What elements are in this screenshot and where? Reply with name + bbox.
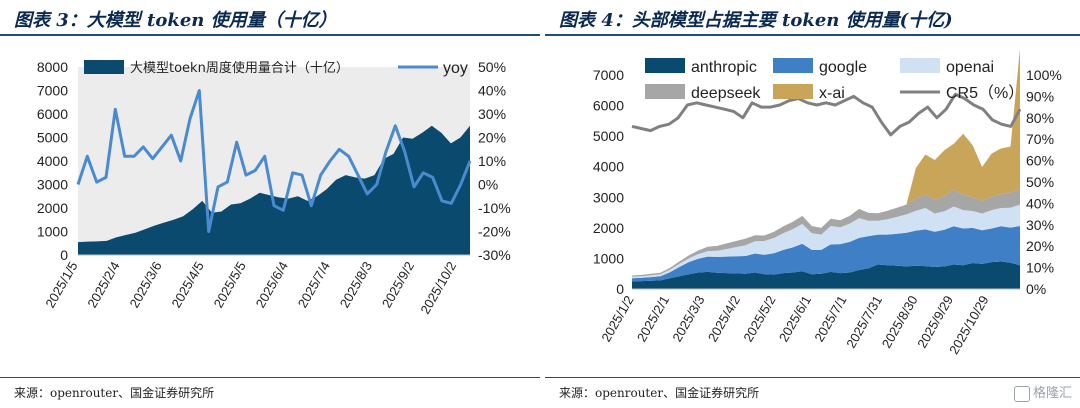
y-tick-label: 1000 xyxy=(593,250,624,266)
y2-tick-label: 100% xyxy=(1026,67,1062,83)
legend-swatch-anthropic xyxy=(645,58,685,73)
figure-4-source-rule xyxy=(545,377,1080,378)
x-tick-label: 2025/6/1 xyxy=(776,293,814,344)
area-series-google xyxy=(632,226,1020,282)
y-tick-label: 0 xyxy=(60,247,68,263)
x-tick-label: 2025/6/4 xyxy=(253,259,291,310)
x-tick-label: 2025/9/2 xyxy=(379,259,417,310)
yoy-line-series xyxy=(76,89,472,233)
y-tick-label: 6000 xyxy=(593,98,624,114)
area-series-openai xyxy=(632,204,1020,279)
y-tick-label: 4000 xyxy=(37,153,68,169)
y-tick-label: 5000 xyxy=(593,128,624,144)
y2-tick-label: 40% xyxy=(478,83,506,99)
y-tick-label: 5000 xyxy=(37,130,68,146)
legend-label-deepseek: deepseek xyxy=(691,85,761,102)
x-tick-label: 2025/4/2 xyxy=(705,293,743,344)
legend-label-openai: openai xyxy=(946,59,994,76)
y-tick-label: 1000 xyxy=(37,224,68,240)
legend-label-google: google xyxy=(819,59,867,76)
watermark-text: 格隆汇 xyxy=(1032,386,1072,401)
y-tick-label: 3000 xyxy=(37,177,68,193)
y2-tick-label: 50% xyxy=(478,59,506,75)
figure-3-source: 来源：openrouter、国金证券研究所 xyxy=(14,386,215,400)
token-usage-chart: 0 1000 2000 3000 4000 5000 6000 7000 8000 -30% -20… xyxy=(37,59,511,317)
x-tick-label: 2025/8/3 xyxy=(337,259,375,310)
figure-3-title-rule xyxy=(0,34,540,36)
usage-area-series xyxy=(78,125,470,255)
area-series-anthropic xyxy=(632,261,1020,289)
y2-tick-label: 70% xyxy=(1026,131,1054,147)
legend-swatch-x-ai xyxy=(773,84,813,99)
legend-label-anthropic: anthropic xyxy=(691,59,757,76)
y2-tick-label: -30% xyxy=(478,247,511,263)
watermark-logo-icon xyxy=(1013,385,1030,402)
cr5-line-series xyxy=(631,92,1022,137)
figure-3-title: 图表 3：大模型 token 使用量（十亿） xyxy=(14,10,337,31)
x-tick-label: 2025/10/2 xyxy=(417,259,459,317)
x-tick-label: 2025/7/1 xyxy=(811,293,849,344)
y2-tick-label: 50% xyxy=(1026,174,1054,190)
y-tick-label: 2000 xyxy=(593,220,624,236)
y-tick-label: 8000 xyxy=(37,59,68,75)
x-tick-label: 2025/1/2 xyxy=(598,293,636,344)
legend-yoy-label: yoy xyxy=(443,60,468,77)
y-tick-label: 3000 xyxy=(593,189,624,205)
y2-tick-label: 0% xyxy=(478,177,498,193)
y2-tick-label: -20% xyxy=(478,224,511,240)
x-tick-label: 2025/5/5 xyxy=(211,259,249,310)
x-tick-label: 2025/2/1 xyxy=(634,293,672,344)
legend-label-x-ai: x-ai xyxy=(819,85,845,102)
y2-tick-label: 20% xyxy=(478,130,506,146)
y2-tick-label: 30% xyxy=(478,106,506,122)
watermark: 格隆汇 xyxy=(1013,382,1072,402)
x-tick-label: 2025/3/6 xyxy=(126,259,164,310)
y-tick-label: 2000 xyxy=(37,200,68,216)
y2-tick-label: 10% xyxy=(1026,260,1054,276)
y2-tick-label: 20% xyxy=(1026,238,1054,254)
y2-tick-label: 30% xyxy=(1026,217,1054,233)
y-tick-label: 0 xyxy=(616,281,624,297)
legend-swatch-deepseek xyxy=(645,84,685,99)
x-tick-label: 2025/1/5 xyxy=(42,259,80,310)
y2-tick-label: -10% xyxy=(478,200,511,216)
area-series-x-ai xyxy=(632,48,1020,276)
figure-3-panel: 图表 3：大模型 token 使用量（十亿） 0 1000 2000 3000 4000… xyxy=(0,10,540,400)
y-tick-label: 4000 xyxy=(593,159,624,175)
legend-area-label: 大模型toekn周度使用量合计（十亿） xyxy=(130,60,349,76)
model-share-chart: 0 1000 2000 3000 4000 5000 6000 7000 0% 10% 20% 30%… xyxy=(593,48,1062,357)
figure-4-title-rule xyxy=(545,34,1080,36)
x-tick-label: 2025/2/4 xyxy=(84,259,122,310)
y2-tick-label: 40% xyxy=(1026,195,1054,211)
x-tick-label: 2025/4/5 xyxy=(169,259,207,310)
figure-4-title: 图表 4：头部模型占据主要 token 使用量(十亿) xyxy=(559,10,953,31)
y-tick-label: 6000 xyxy=(37,106,68,122)
y2-tick-label: 80% xyxy=(1026,110,1054,126)
y2-tick-label: 90% xyxy=(1026,88,1054,104)
x-tick-label: 2025/5/2 xyxy=(740,293,778,344)
legend-swatch-google xyxy=(773,58,813,73)
figure-3-source-rule xyxy=(0,377,540,378)
y-tick-label: 7000 xyxy=(37,83,68,99)
figure-4-panel: 图表 4：头部模型占据主要 token 使用量(十亿) 0 1000 2000 300… xyxy=(545,0,1080,408)
area-series-deepseek xyxy=(632,189,1020,277)
y2-tick-label: 10% xyxy=(478,153,506,169)
y-tick-label: 7000 xyxy=(593,67,624,83)
y2-tick-label: 0% xyxy=(1026,281,1046,297)
legend-area-swatch xyxy=(84,60,124,74)
figure-4-source: 来源：openrouter、国金证券研究所 xyxy=(559,386,760,400)
legend-swatch-openai xyxy=(900,58,940,73)
x-tick-label: 2025/7/4 xyxy=(295,259,333,310)
x-tick-label: 2025/3/3 xyxy=(669,293,707,344)
legend-label-cr5: CR5（%） xyxy=(946,84,1024,102)
y2-tick-label: 60% xyxy=(1026,153,1054,169)
